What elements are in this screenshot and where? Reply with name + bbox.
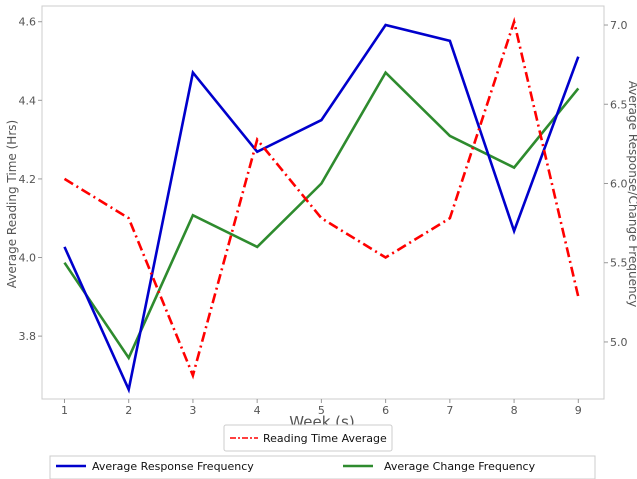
x-tick-label: 6 <box>382 404 389 417</box>
legend-label-response-frequency: Average Response Frequency <box>92 460 254 473</box>
legend-top: Reading Time Average <box>223 424 393 452</box>
series-layer <box>63 16 580 394</box>
x-tick-label: 5 <box>318 404 325 417</box>
legend-label-reading-time: Reading Time Average <box>263 432 387 445</box>
x-tick-label: 2 <box>125 404 132 417</box>
y-right-tick-label: 6.5 <box>610 98 628 111</box>
y-right-tick-label: 5.0 <box>610 336 628 349</box>
x-tick-label: 8 <box>511 404 518 417</box>
y-axis-right-title: Average Response/Change Frequency <box>626 81 637 308</box>
y-axis-right: 5.0 5.5 6.0 6.5 7.0 <box>604 19 628 349</box>
x-tick-label: 3 <box>189 404 196 417</box>
legend-bottom-box <box>49 455 596 479</box>
legend-label-change-frequency: Average Change Frequency <box>384 460 536 473</box>
series-line-average-response-frequency <box>63 23 580 394</box>
x-tick-label: 9 <box>575 404 582 417</box>
legend-top-box <box>223 424 393 452</box>
x-axis: 1 2 3 4 5 6 7 8 9 <box>61 399 582 417</box>
y-left-tick-label: 4.6 <box>19 16 37 29</box>
plot-frame <box>41 5 605 400</box>
x-tick-label: 1 <box>61 404 68 417</box>
x-tick-label: 7 <box>446 404 453 417</box>
plot-area: 1 2 3 4 5 6 7 8 9 3.8 4.0 4.2 4.4 4.6 5.0 5.5 6.0 6.5 7.… <box>19 5 628 417</box>
y-right-tick-label: 5.5 <box>610 257 628 270</box>
y-left-tick-label: 4.4 <box>19 94 37 107</box>
y-axis-left-title: Average Reading Time (Hrs) <box>5 120 19 288</box>
y-left-tick-label: 4.2 <box>19 173 37 186</box>
y-axis-left: 3.8 4.0 4.2 4.4 4.6 <box>19 16 42 343</box>
series-line-average-change-frequency <box>63 70 580 361</box>
x-tick-label: 4 <box>254 404 261 417</box>
y-right-tick-label: 6.0 <box>610 177 628 190</box>
legend-bottom: Average Response Frequency Average Chang… <box>49 455 596 479</box>
y-left-tick-label: 4.0 <box>19 252 37 265</box>
y-left-tick-label: 3.8 <box>19 330 37 343</box>
y-right-tick-label: 7.0 <box>610 19 628 32</box>
